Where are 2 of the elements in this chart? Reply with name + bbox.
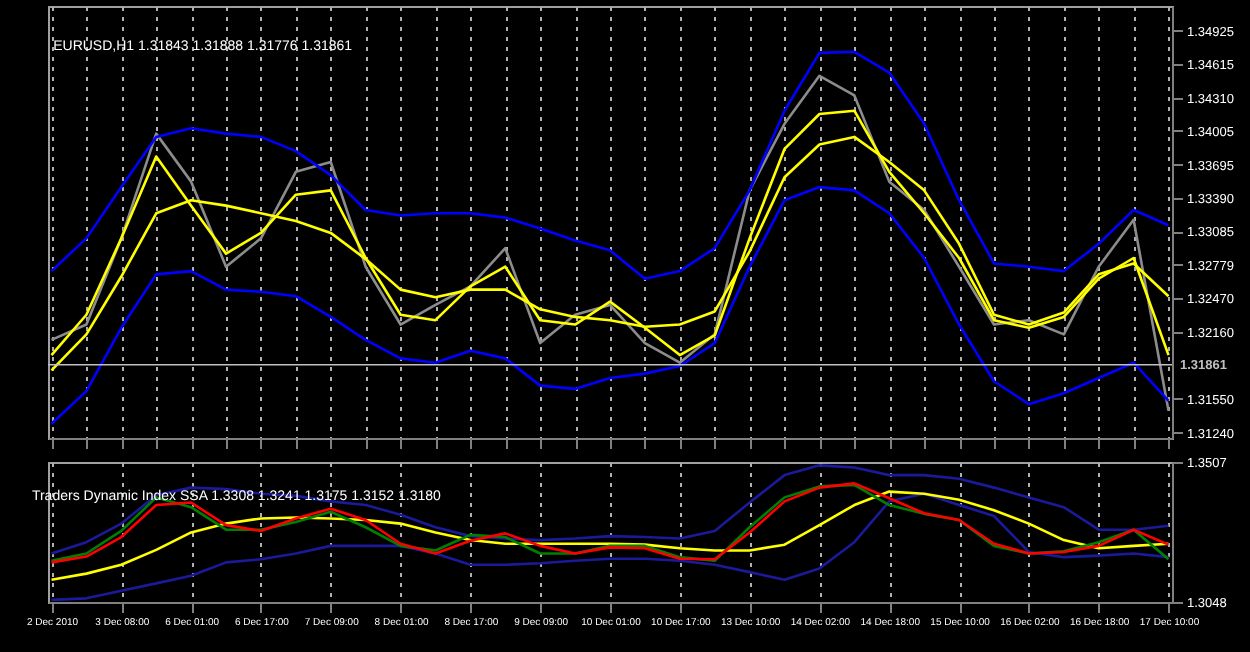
line-series <box>50 50 1170 281</box>
line-series <box>50 185 1170 426</box>
